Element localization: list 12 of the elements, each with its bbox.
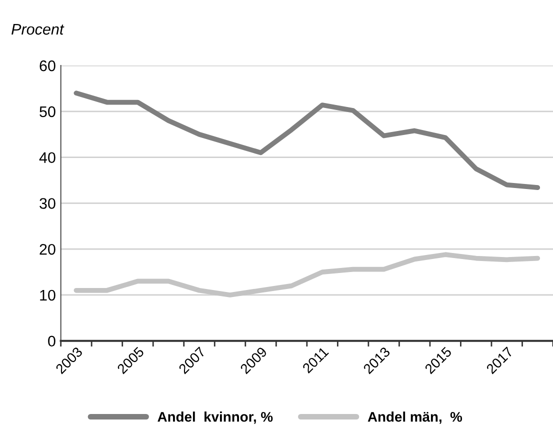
y-tick-label: 30 — [40, 198, 56, 209]
y-tick-label: 50 — [40, 106, 56, 118]
y-axis-title: Procent — [12, 24, 64, 35]
legend-label: Andel kvinnor, % — [158, 412, 273, 424]
y-tick-label: 10 — [40, 290, 56, 301]
y-tick-label: 0 — [48, 336, 56, 347]
y-tick-label: 40 — [39, 152, 56, 164]
y-tick-label: 60 — [40, 60, 56, 72]
line-series — [74, 90, 540, 190]
y-tick-label: 20 — [40, 244, 56, 255]
line-series — [74, 252, 540, 298]
legend-label: Andel män, % — [368, 412, 462, 424]
